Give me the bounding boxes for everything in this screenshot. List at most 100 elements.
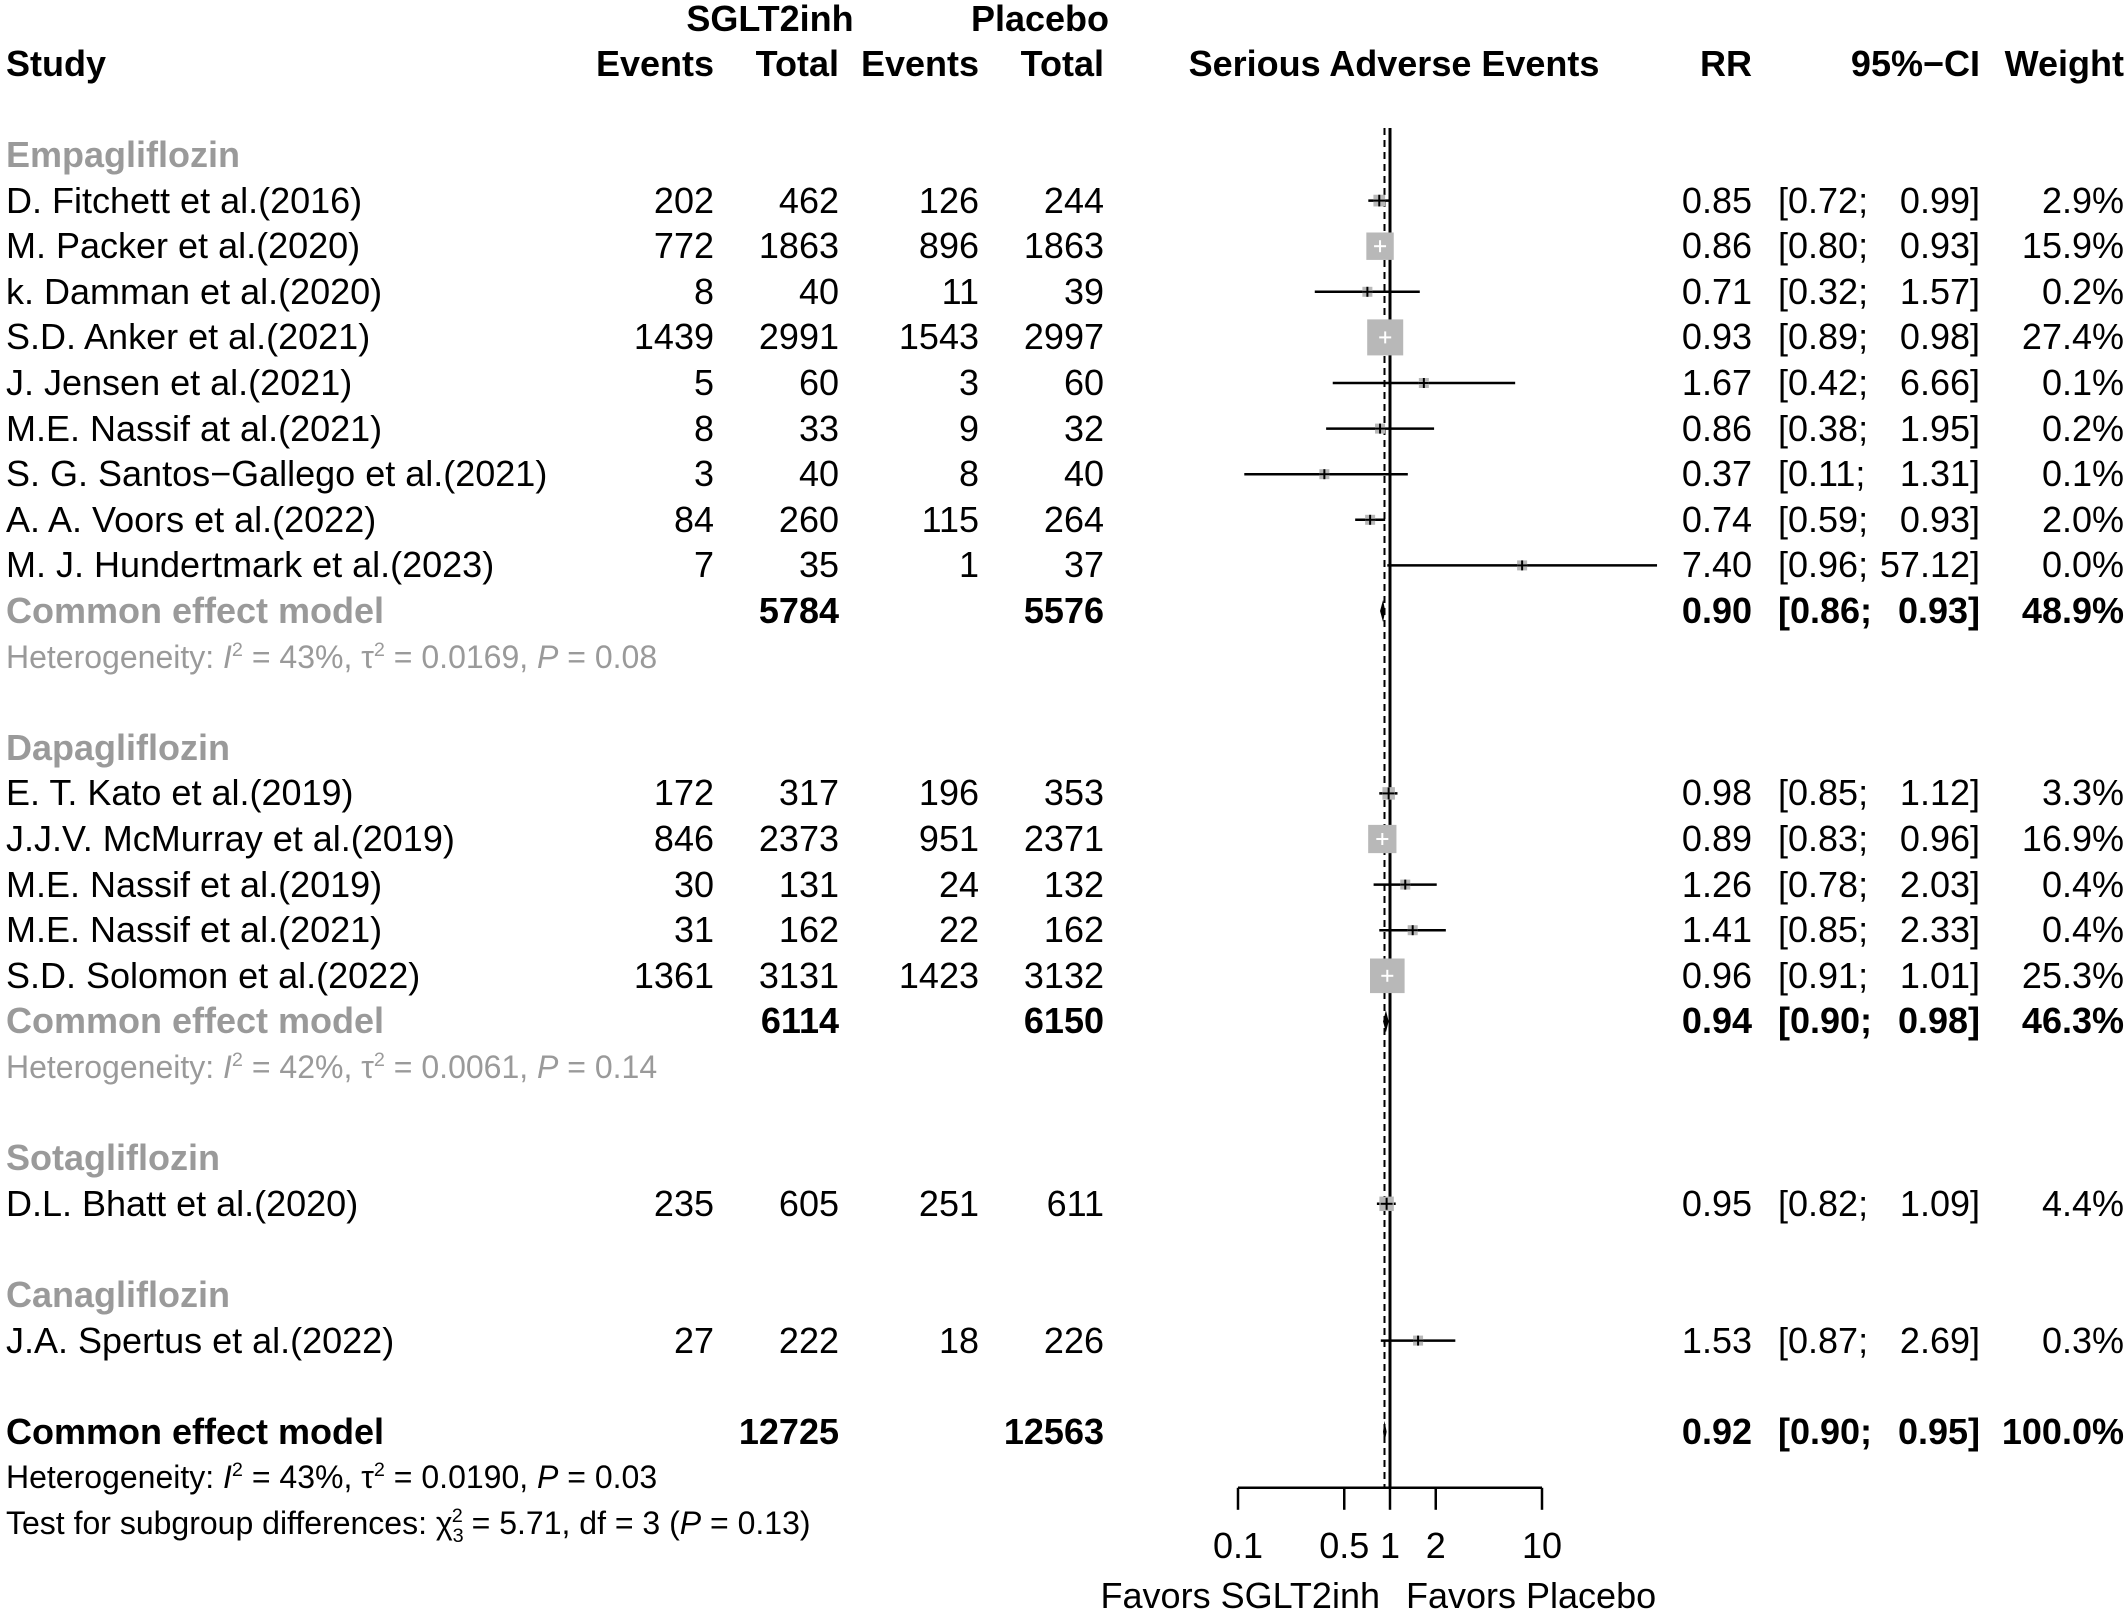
het-part: I (223, 1459, 232, 1496)
risk-ratio: 0.71 (1681, 270, 1752, 312)
pooled-weight: 46.3% (2021, 1000, 2124, 1042)
het-part: = 43%, (242, 1459, 362, 1496)
study-weight: 2.0% (2041, 498, 2124, 540)
study-weight: 0.2% (2041, 407, 2124, 449)
pooled-total-sglt2inh: 5784 (758, 590, 839, 631)
events-placebo: 11 (941, 270, 979, 312)
study-name: M. Packer et al.(2020) (6, 225, 361, 267)
ci-lower: [0.89; (1778, 316, 1869, 358)
heterogeneity-stats: Heterogeneity: I2 = 43%, τ2 = 0.0190, P … (6, 1457, 657, 1497)
het-part: I (223, 638, 232, 675)
events-sglt2inh: 772 (653, 225, 714, 267)
test-part: Test for subgroup differences: (6, 1505, 436, 1541)
events-placebo: 1543 (898, 316, 979, 358)
study-name: D.L. Bhatt et al.(2020) (6, 1182, 359, 1224)
ci-lower: [0.80; (1778, 225, 1869, 267)
het-part: P (537, 1459, 559, 1496)
het-part: = 0.0061, (384, 1049, 538, 1085)
het-part: = 42%, (242, 1049, 362, 1085)
pooled-diamond (1380, 600, 1386, 622)
risk-ratio: 1.26 (1681, 863, 1752, 905)
ci-lower: [0.82; (1778, 1182, 1869, 1224)
ci-lower: [0.38; (1778, 407, 1869, 449)
ci-upper: 0.93] (1899, 498, 1980, 540)
overall-ci-upper: 0.95] (1897, 1410, 1980, 1452)
study-name: S. G. Santos−Gallego et al.(2021) (6, 453, 548, 495)
header-study: Study (6, 43, 107, 84)
total-sglt2inh: 462 (778, 179, 839, 221)
pooled-total-placebo: 5576 (1023, 590, 1104, 631)
het-part: τ (361, 1459, 374, 1496)
overall-risk-ratio: 0.92 (1681, 1410, 1752, 1452)
pooled-label: Common effect model (6, 1000, 385, 1042)
pooled-ci-upper: 0.98] (1897, 1000, 1980, 1042)
test-part: P (679, 1505, 702, 1541)
overall-ci-lower: [0.90; (1778, 1410, 1873, 1452)
het-part: 2 (231, 1049, 243, 1071)
test-part: 3 (452, 1525, 464, 1547)
study-weight: 16.9% (2021, 818, 2124, 859)
ci-lower: [0.72; (1778, 179, 1869, 221)
ci-upper: 1.12] (1899, 772, 1980, 814)
total-placebo: 1863 (1023, 225, 1104, 267)
events-sglt2inh: 31 (673, 909, 714, 951)
het-part: 2 (373, 1049, 385, 1071)
events-sglt2inh: 172 (653, 772, 714, 814)
events-sglt2inh: 3 (693, 453, 714, 495)
study-name: A. A. Voors et al.(2022) (6, 498, 377, 540)
events-placebo: 951 (918, 818, 979, 859)
ci-upper: 2.33] (1899, 909, 1980, 951)
het-part: τ (361, 638, 374, 675)
het-part: = 43%, (242, 638, 362, 675)
risk-ratio: 0.74 (1681, 498, 1752, 540)
het-part: 2 (373, 638, 385, 661)
risk-ratio: 0.98 (1681, 772, 1752, 814)
events-sglt2inh: 5 (693, 362, 714, 403)
study-weight: 4.4% (2041, 1182, 2124, 1224)
study-name: M.E. Nassif et al.(2021) (6, 909, 383, 951)
subgroup-label: Sotagliflozin (6, 1137, 220, 1179)
heterogeneity-stats: Heterogeneity: I2 = 43%, τ2 = 0.0169, P … (6, 637, 657, 677)
pooled-ci-lower: [0.90; (1778, 1000, 1873, 1042)
forest-plot: SGLT2inh Placebo Study Events Total Events Tot… (6, 0, 2124, 1616)
events-placebo: 1423 (898, 954, 979, 996)
axis-title: Serious Adverse Events (1188, 43, 1600, 84)
study-name: J.J.V. McMurray et al.(2019) (6, 818, 455, 859)
total-sglt2inh: 60 (798, 362, 839, 403)
events-placebo: 18 (938, 1319, 979, 1361)
total-sglt2inh: 131 (778, 863, 839, 905)
x-tick-label: 0.5 (1319, 1524, 1370, 1566)
overall-total-sglt2inh: 12725 (738, 1410, 839, 1452)
total-sglt2inh: 2991 (758, 316, 839, 358)
risk-ratio: 1.53 (1681, 1319, 1752, 1361)
test-part: 2 (451, 1505, 463, 1527)
het-part: 2 (373, 1459, 385, 1482)
het-part: P (537, 638, 559, 675)
x-tick-label: 10 (1521, 1524, 1563, 1566)
study-weight: 15.9% (2021, 225, 2124, 267)
test-part: = 5.71, df = 3 ( (462, 1505, 680, 1541)
study-name: M.E. Nassif et al.(2019) (6, 863, 383, 905)
study-weight: 0.4% (2041, 863, 2124, 905)
ci-upper: 6.66] (1899, 362, 1980, 403)
events-placebo: 1 (958, 544, 979, 586)
header-weight: Weight (2004, 43, 2124, 84)
pooled-weight: 48.9% (2021, 590, 2124, 631)
het-part: τ (361, 1049, 374, 1085)
risk-ratio: 0.89 (1681, 818, 1752, 859)
ci-upper: 1.09] (1899, 1182, 1980, 1224)
pooled-risk-ratio: 0.94 (1681, 1000, 1752, 1042)
het-part: Heterogeneity: (6, 638, 224, 675)
het-part: = 0.0190, (384, 1459, 538, 1496)
study-name: S.D. Solomon et al.(2022) (6, 954, 421, 996)
het-part: Heterogeneity: (6, 1459, 224, 1496)
total-placebo: 37 (1063, 544, 1104, 586)
ci-upper: 0.98] (1899, 316, 1980, 358)
total-sglt2inh: 40 (798, 270, 839, 312)
x-tick-label: 1 (1379, 1524, 1401, 1566)
events-sglt2inh: 7 (693, 544, 714, 586)
risk-ratio: 0.86 (1681, 225, 1752, 267)
study-weight: 27.4% (2021, 316, 2124, 358)
events-sglt2inh: 27 (673, 1319, 714, 1361)
header-total-a: Total (755, 43, 839, 84)
